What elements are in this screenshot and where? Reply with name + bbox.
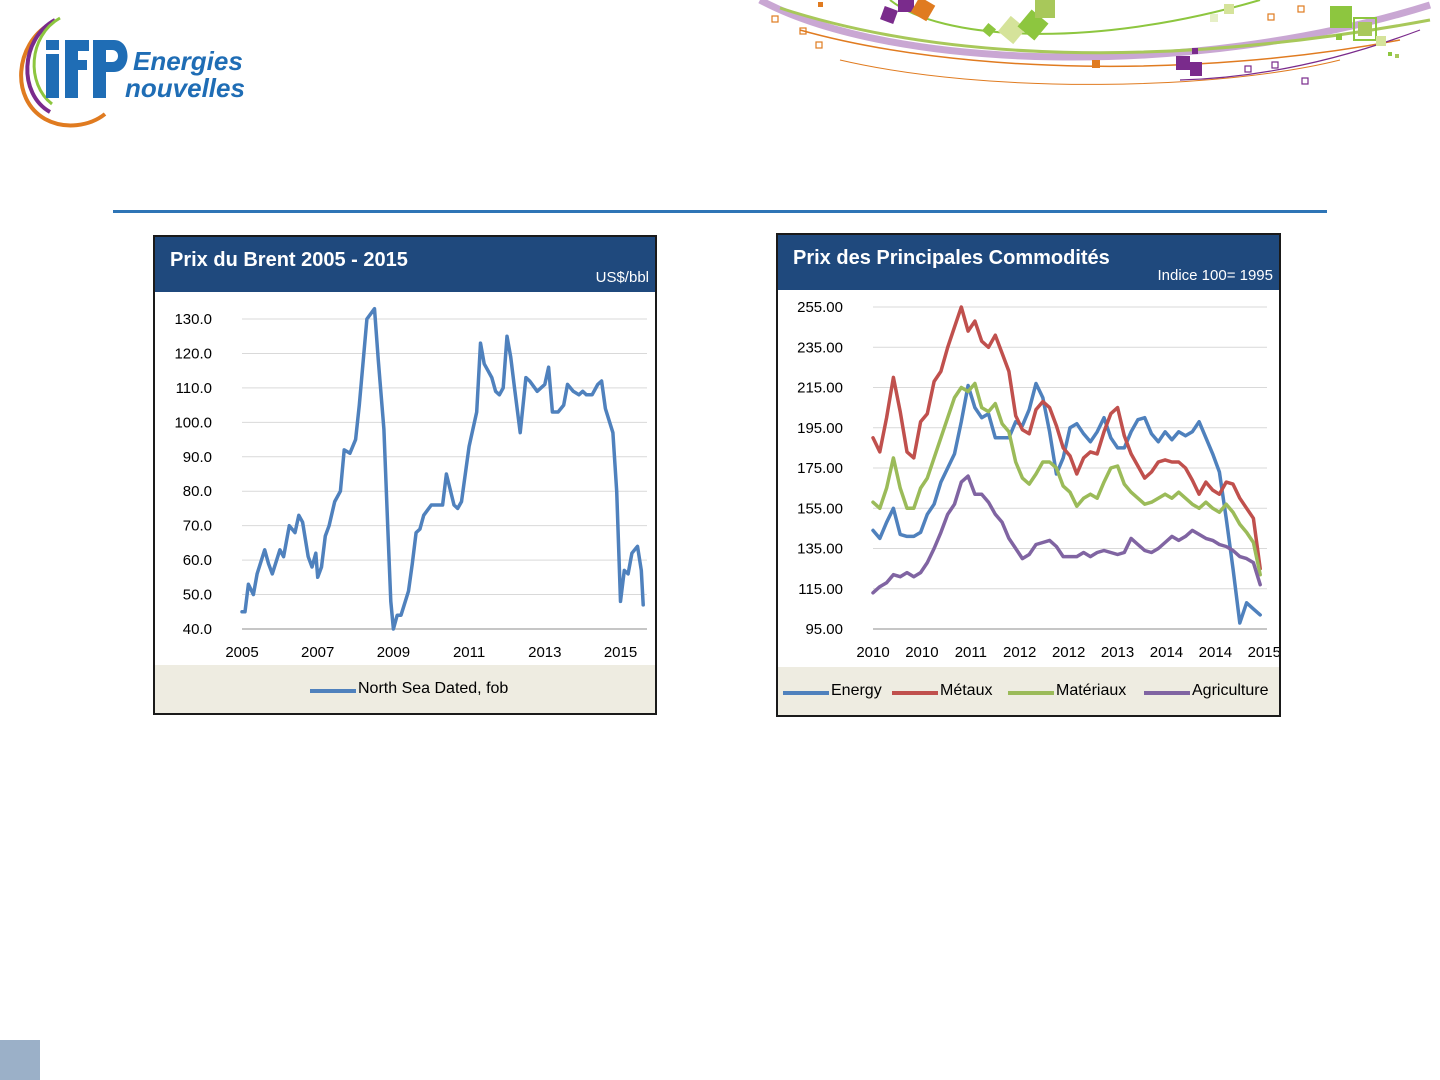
commodities-chart-unit: Indice 100= 1995 (1157, 267, 1273, 284)
commodities-chart-title: Prix des Principales Commodités (793, 247, 1110, 269)
legend-swatch-north-sea (310, 689, 356, 693)
y-tick-label: 100.0 (174, 414, 212, 431)
series-line-m-taux (871, 305, 1262, 571)
legend-label-metaux: Métaux (940, 682, 993, 699)
x-tick-label: 2009 (377, 644, 410, 661)
series-line-mat-riaux (871, 381, 1262, 577)
commodities-chart: Prix des Principales Commodités Indice 1… (776, 233, 1281, 717)
y-tick-label: 120.0 (174, 345, 212, 362)
brent-plot: 40.0 50.0 60.0 70.0 80.0 90.0 100.0 110.0 120.0 1… (174, 306, 647, 661)
legend-label-agriculture: Agriculture (1192, 682, 1269, 699)
y-tick-label: 115.00 (798, 581, 843, 598)
x-tick-label: 2014 (1150, 644, 1183, 661)
commodities-legend: Energy Métaux Matériaux Agriculture (778, 667, 1279, 715)
x-tick-label: 2015 (1248, 644, 1279, 661)
ifp-energies-nouvelles-logo: Energies nouvelles (19, 16, 245, 128)
brent-chart-header: Prix du Brent 2005 - 2015 US$/bbl (155, 237, 655, 292)
series-line-north-sea-dated-fob (240, 306, 645, 631)
x-tick-label: 2013 (1101, 644, 1134, 661)
y-tick-label: 235.00 (797, 339, 843, 356)
legend-label-materiaux: Matériaux (1056, 682, 1127, 699)
y-tick-label: 110.0 (176, 380, 212, 397)
x-tick-label: 2005 (225, 644, 258, 661)
x-tick-label: 2015 (604, 644, 637, 661)
legend-label-energy: Energy (831, 682, 882, 699)
x-tick-label: 2011 (955, 644, 987, 661)
gridlines (242, 318, 647, 630)
x-tick-label: 2014 (1199, 644, 1232, 661)
brent-chart-unit: US$/bbl (595, 269, 649, 286)
y-tick-label: 80.0 (183, 483, 212, 500)
legend-swatch-metaux (892, 691, 938, 695)
legend-swatch-energy (783, 691, 829, 695)
x-tick-label: 2007 (301, 644, 334, 661)
y-tick-label: 95.00 (805, 621, 843, 638)
series-line-agriculture (871, 474, 1262, 595)
brand-line-1: Energies (133, 46, 243, 76)
y-tick-label: 130.0 (174, 311, 212, 328)
brent-chart-title: Prix du Brent 2005 - 2015 (170, 249, 408, 271)
decorative-banner (758, 0, 1432, 85)
brent-chart: Prix du Brent 2005 - 2015 US$/bbl 40.0 50… (153, 235, 657, 715)
x-tick-label: 2010 (856, 644, 889, 661)
x-tick-label: 2011 (453, 644, 485, 661)
brent-legend: North Sea Dated, fob (155, 665, 655, 713)
commodities-plot: 95.00 115.00 135.00 155.00 175.00 195.00 215.0… (797, 299, 1279, 661)
y-tick-label: 175.00 (797, 460, 843, 477)
y-tick-label: 60.0 (183, 552, 212, 569)
y-tick-label: 155.00 (797, 500, 843, 517)
series-line-energy (871, 381, 1262, 625)
y-tick-label: 135.00 (797, 541, 843, 558)
x-tick-label: 2012 (1052, 644, 1085, 661)
y-tick-label: 255.00 (797, 299, 843, 316)
y-tick-label: 40.0 (183, 621, 212, 638)
legend-swatch-agriculture (1144, 691, 1190, 695)
header-rule (113, 210, 1327, 213)
brand-line-2: nouvelles (125, 73, 245, 103)
y-tick-label: 70.0 (183, 518, 212, 535)
y-tick-label: 90.0 (183, 449, 212, 466)
x-tick-label: 2013 (528, 644, 561, 661)
y-tick-label: 215.00 (797, 380, 843, 397)
legend-label-north-sea: North Sea Dated, fob (358, 680, 509, 697)
legend-swatch-materiaux (1008, 691, 1054, 695)
x-tick-label: 2012 (1003, 644, 1036, 661)
slide-corner-marker (0, 1040, 40, 1080)
y-tick-label: 50.0 (183, 587, 212, 604)
commodities-chart-header: Prix des Principales Commodités Indice 1… (778, 235, 1279, 290)
x-tick-label: 2010 (905, 644, 938, 661)
y-tick-label: 195.00 (797, 420, 843, 437)
